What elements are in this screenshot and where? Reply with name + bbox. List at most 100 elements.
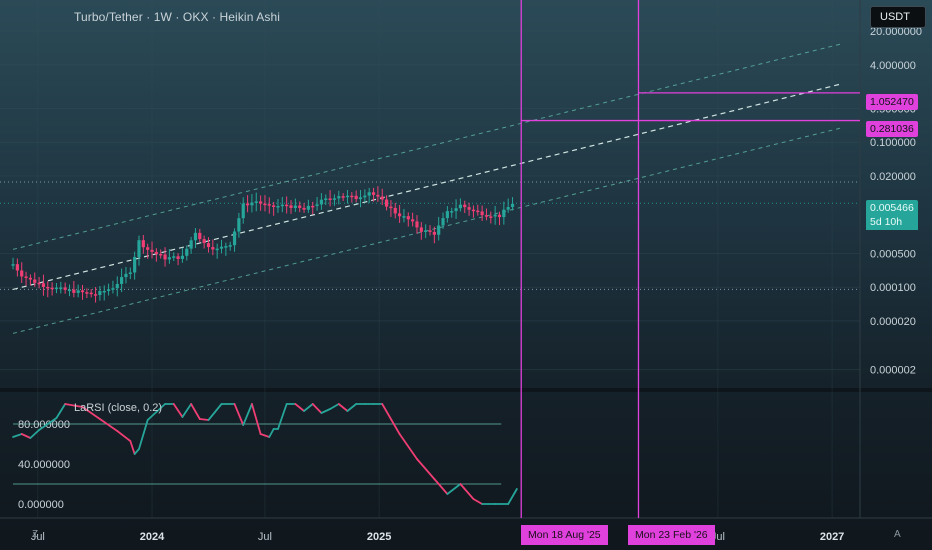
- indicator-line-segment: [181, 403, 193, 418]
- indicator-line-segment: [346, 403, 358, 412]
- candle-body: [450, 211, 454, 213]
- candle-body: [272, 205, 276, 207]
- candle-body: [350, 195, 354, 198]
- candle-body: [154, 251, 158, 254]
- candle-body: [489, 216, 493, 218]
- candle-body: [72, 289, 76, 293]
- candle-body: [128, 272, 132, 274]
- candle-body: [415, 221, 419, 228]
- time-tick-label: 2024: [140, 531, 165, 543]
- candle-body: [510, 203, 515, 208]
- indicator-line-segment: [38, 423, 49, 431]
- time-tick-label: 2027: [820, 531, 844, 543]
- currency-selector[interactable]: USDT: [870, 6, 926, 28]
- indicator-line-segment: [155, 403, 166, 413]
- candle-body: [46, 286, 50, 289]
- candle-body: [98, 291, 102, 296]
- indicator-tick-label: 40.000000: [18, 459, 70, 471]
- candle-body: [506, 207, 510, 210]
- candle-body: [280, 204, 284, 207]
- candle-body: [232, 231, 237, 246]
- time-tag-aug-2025: Mon 18 Aug '25: [521, 525, 608, 545]
- candle-body: [254, 201, 258, 203]
- candle-body: [137, 240, 141, 257]
- pane-separator: [0, 388, 932, 392]
- candle-body: [202, 239, 206, 244]
- candle-body: [106, 289, 111, 291]
- candle-body: [441, 218, 445, 226]
- candle-body: [367, 192, 371, 196]
- indicator-line-segment: [329, 403, 340, 410]
- candle-body: [437, 225, 441, 235]
- candle-body: [293, 205, 297, 209]
- candle-body: [332, 198, 337, 200]
- candle-body: [80, 290, 85, 293]
- candle-body: [371, 192, 376, 195]
- candle-body: [219, 246, 224, 249]
- candle-body: [445, 211, 449, 219]
- candle-body: [241, 203, 245, 219]
- indicator-line-segment: [233, 403, 245, 426]
- candle-body: [20, 270, 24, 277]
- candle-body: [124, 273, 128, 278]
- auto-scale-button[interactable]: A: [894, 529, 901, 540]
- candle-body: [159, 253, 163, 256]
- indicator-line-segment: [172, 403, 184, 418]
- indicator-line-segment: [337, 403, 349, 412]
- candle-body: [176, 256, 180, 259]
- candle-body: [419, 227, 423, 232]
- candle-body: [267, 204, 271, 206]
- candle-body: [198, 232, 202, 240]
- indicator-line-segment: [98, 418, 119, 432]
- indicator-line-segment: [320, 408, 332, 414]
- candle-body: [141, 240, 145, 248]
- candle-body: [393, 207, 397, 214]
- zoom-reset-button[interactable]: Z: [32, 529, 39, 540]
- time-tick-label: Jul: [31, 531, 45, 543]
- indicator-line-segment: [81, 406, 101, 420]
- price-tick-label: 0.000500: [870, 248, 916, 260]
- indicator-line-segment: [29, 429, 40, 439]
- candle-body: [319, 199, 324, 205]
- indicator-line-segment: [242, 403, 253, 426]
- candle-body: [467, 207, 471, 210]
- price-tick-label: 0.100000: [870, 137, 916, 149]
- candle-body: [345, 195, 350, 198]
- candle-body: [93, 294, 98, 296]
- candle-body: [237, 218, 241, 232]
- candle-body: [167, 257, 171, 260]
- candle-body: [11, 264, 15, 266]
- candle-body: [185, 248, 189, 256]
- candle-body: [311, 205, 315, 208]
- channel-upper-line: [12, 43, 841, 250]
- indicator-line-segment: [459, 483, 475, 500]
- candle-body: [341, 196, 345, 198]
- indicator-line-segment: [268, 428, 275, 438]
- candle-body: [497, 214, 502, 218]
- price-tick-label: 20.000000: [870, 26, 922, 38]
- candle-body: [384, 199, 389, 207]
- candle-body: [41, 283, 46, 287]
- indicator-line-segment: [190, 403, 201, 420]
- candle-body: [428, 230, 432, 232]
- candle-body: [376, 194, 380, 197]
- candle-body: [484, 215, 489, 217]
- indicator-line-segment: [381, 403, 401, 435]
- price-tag-last-price: 0.005466: [866, 200, 918, 216]
- candle-body: [33, 279, 37, 283]
- candle-body: [424, 230, 428, 232]
- indicator-line-segment: [251, 403, 262, 435]
- candle-body: [324, 198, 328, 200]
- candle-body: [50, 287, 54, 290]
- indicator-line-segment: [416, 458, 436, 480]
- chart-title: Turbo/Tether · 1W · OKX · Heikin Ashi: [74, 10, 280, 24]
- indicator-line-segment: [55, 403, 67, 419]
- time-tick-label: 2025: [367, 531, 391, 543]
- candle-body: [206, 243, 211, 248]
- candle-body: [306, 205, 310, 210]
- candle-body: [480, 211, 484, 216]
- candle-body: [189, 240, 193, 249]
- candle-body: [245, 203, 250, 206]
